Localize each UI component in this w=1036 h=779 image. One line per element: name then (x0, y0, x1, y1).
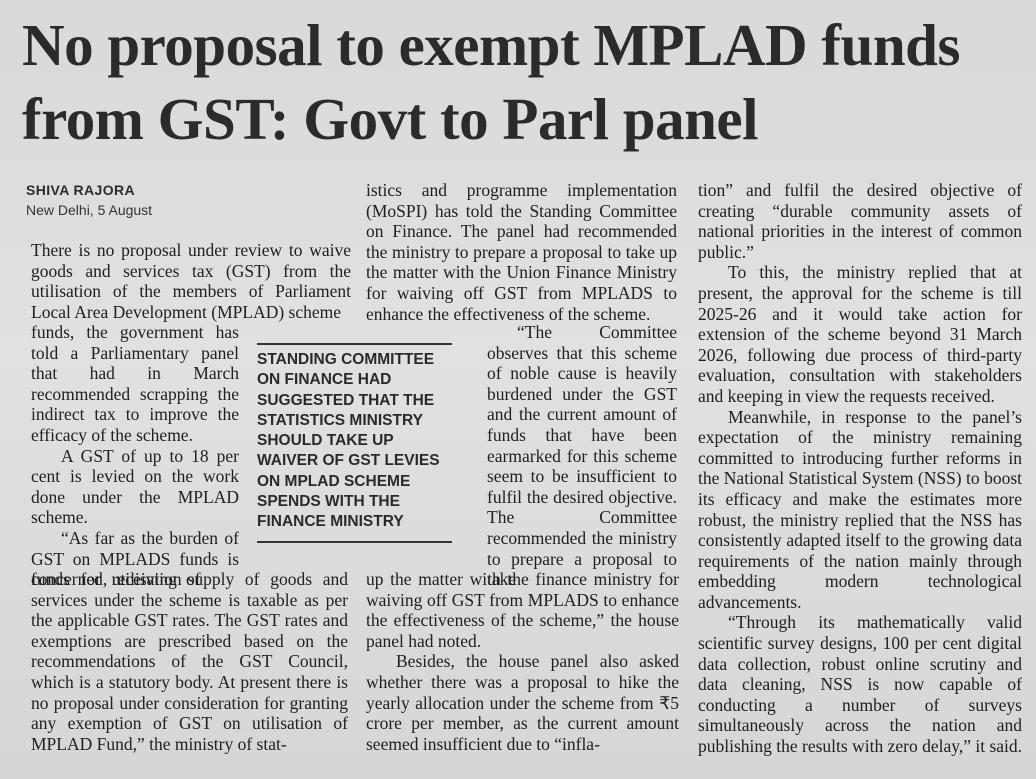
paragraph-nss-reforms: Meanwhile, in response to the panel’s ex… (698, 406, 1022, 612)
paragraph-committee-quote: “The Committee observes that this scheme… (487, 322, 677, 590)
paragraph-committee-quote-continued: up the matter with the finance ministry … (366, 569, 679, 651)
headline: No proposal to exempt MPLAD funds from G… (22, 12, 960, 152)
paragraph-ministry-reply: To this, the ministry replied that at pr… (698, 262, 1022, 406)
column-2-top: istics and programme implementation (MoS… (366, 180, 677, 324)
column-1-bottom: funds for receiving supply of goods and … (31, 569, 348, 754)
column-2-narrow: “The Committee observes that this scheme… (487, 322, 677, 590)
paragraph-intro: There is no proposal under review to wai… (31, 240, 351, 322)
paragraph-allocation: Besides, the house panel also asked whet… (366, 651, 679, 754)
column-1-top: There is no proposal under review to wai… (31, 240, 351, 322)
paragraph-mospi: istics and programme implementation (MoS… (366, 180, 677, 324)
pull-quote: STANDING COMMITTEE ON FINANCE HAD SUGGES… (257, 343, 452, 543)
column-2-bottom: up the matter with the finance ministry … (366, 569, 679, 754)
column-3: tion” and fulfil the desired objective o… (698, 180, 1022, 757)
author-name: SHIVA RAJORA (26, 182, 136, 198)
dateline: New Delhi, 5 August (26, 202, 153, 218)
paragraph-quote-start: “As far as the burden of GST on MPLADS f… (31, 527, 239, 590)
paragraph-nss-quote: “Through its mathematically valid scient… (698, 612, 1023, 757)
paragraph-inflation: tion” and fulfil the desired objective o… (698, 180, 1022, 262)
column-1-narrow: funds, the government has told a Parliam… (31, 322, 239, 590)
byline: SHIVA RAJORA New Delhi, 5 August (26, 180, 152, 220)
paragraph-gst-rate: A GST of up to 18 per cent is levied on … (31, 445, 239, 528)
paragraph-quote-continued: funds for receiving supply of goods and … (31, 569, 348, 754)
paragraph-intro-continued: funds, the government has told a Parliam… (31, 322, 239, 445)
